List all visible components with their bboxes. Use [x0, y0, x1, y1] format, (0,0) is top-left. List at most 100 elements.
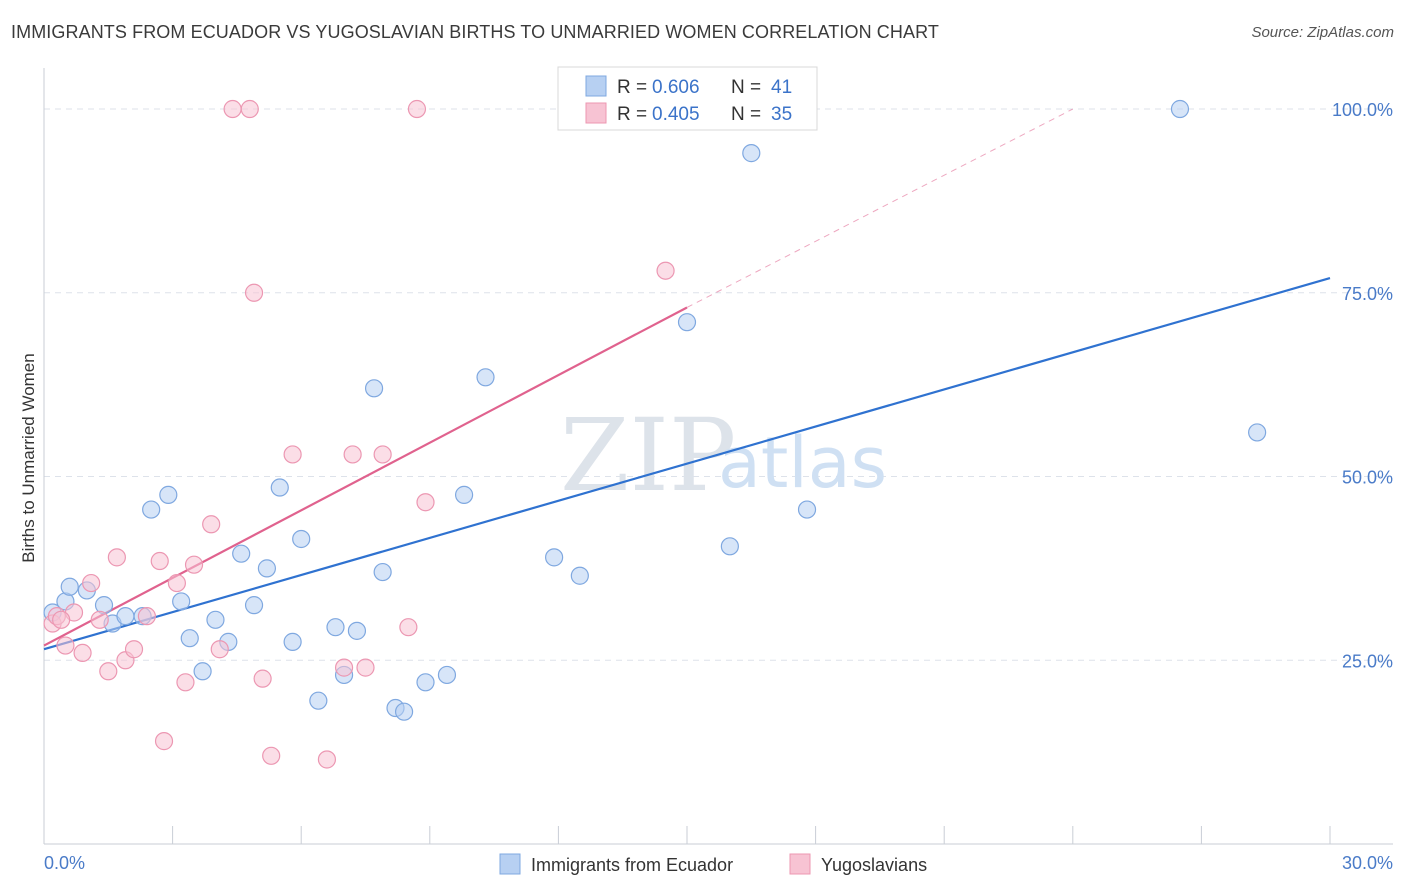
data-points: [43, 99, 1267, 769]
data-point-yugoslavians: [99, 662, 118, 681]
data-point-ecuador: [116, 607, 135, 626]
trend-lines: [43, 108, 1331, 651]
bottom-legend-swatch-ecuador: [499, 853, 521, 875]
source-label: Source: ZipAtlas.com: [1251, 24, 1394, 41]
bottom-legend-label-ecuador: Immigrants from Ecuador: [531, 855, 733, 875]
data-point-ecuador: [454, 485, 474, 504]
data-point-ecuador: [193, 662, 212, 681]
data-point-yugoslavians: [656, 261, 675, 280]
data-point-yugoslavians: [52, 610, 71, 629]
data-point-yugoslavians: [124, 640, 144, 659]
legend-n-value-1: 41: [771, 77, 792, 98]
y-axis-label: Births to Unmarried Women: [19, 353, 38, 562]
data-point-ecuador: [373, 562, 392, 582]
data-point-ecuador: [60, 577, 79, 596]
data-point-yugoslavians: [202, 515, 221, 534]
data-point-yugoslavians: [107, 548, 126, 567]
data-point-yugoslavians: [253, 669, 272, 688]
data-point-ecuador: [1248, 423, 1267, 442]
bottom-legend: Immigrants from Ecuador Yugoslavians: [499, 853, 927, 875]
data-point-ecuador: [309, 691, 328, 710]
legend-n-value-2: 35: [771, 104, 792, 125]
bottom-legend-swatch-yugoslavians: [789, 853, 811, 875]
data-point-ecuador: [283, 632, 302, 651]
watermark: ZIP atlas: [560, 397, 887, 514]
data-point-ecuador: [257, 559, 277, 578]
trend-extension-1: [686, 108, 1074, 308]
legend-r-label-1: R =: [617, 77, 647, 98]
data-point-yugoslavians: [56, 636, 75, 655]
data-point-ecuador: [416, 673, 435, 692]
data-point-ecuador: [159, 485, 178, 504]
data-point-yugoslavians: [240, 99, 259, 119]
x-tick-label-min: 0.0%: [44, 853, 85, 873]
data-point-yugoslavians: [223, 99, 242, 119]
trend-line-0: [43, 277, 1331, 651]
y-tick-label: 100.0%: [1332, 100, 1393, 120]
data-point-ecuador: [206, 610, 225, 629]
legend-n-label-2: N =: [731, 104, 761, 125]
bottom-legend-label-yugoslavians: Yugoslavians: [821, 855, 927, 875]
watermark-zip: ZIP: [560, 397, 736, 514]
data-point-yugoslavians: [373, 445, 392, 464]
grid: [44, 108, 1393, 661]
y-tick-labels: 25.0% 50.0% 75.0% 100.0%: [1332, 100, 1393, 671]
legend-swatch-pink: [585, 102, 607, 124]
data-point-yugoslavians: [176, 673, 195, 692]
data-point-yugoslavians: [407, 99, 427, 119]
legend-r-value-2: 0.405: [652, 104, 700, 125]
data-point-yugoslavians: [399, 618, 418, 637]
data-point-ecuador: [180, 629, 199, 648]
data-point-yugoslavians: [244, 283, 264, 302]
data-point-yugoslavians: [343, 445, 362, 464]
data-point-ecuador: [570, 566, 589, 585]
data-point-ecuador: [347, 621, 367, 640]
legend: R = 0.606 N = 41 R = 0.405 N = 35: [557, 66, 818, 131]
data-point-ecuador: [720, 537, 739, 556]
data-point-ecuador: [677, 313, 697, 332]
data-point-ecuador: [142, 500, 161, 519]
y-tick-label: 75.0%: [1342, 284, 1393, 304]
axes: [43, 68, 1393, 845]
data-point-yugoslavians: [416, 493, 435, 512]
data-point-yugoslavians: [184, 555, 204, 574]
data-point-yugoslavians: [317, 750, 337, 769]
watermark-atlas: atlas: [718, 422, 887, 504]
legend-r-value-1: 0.606: [652, 77, 700, 98]
data-point-ecuador: [364, 379, 384, 398]
data-point-yugoslavians: [210, 640, 229, 659]
legend-r-label-2: R =: [617, 104, 647, 125]
x-tick-label-max: 30.0%: [1342, 853, 1393, 873]
data-point-ecuador: [232, 544, 251, 563]
data-point-ecuador: [172, 592, 191, 611]
data-point-ecuador: [1170, 99, 1190, 119]
data-point-yugoslavians: [167, 573, 186, 593]
data-point-yugoslavians: [262, 746, 281, 765]
data-point-yugoslavians: [73, 643, 92, 663]
data-point-yugoslavians: [137, 607, 156, 626]
data-point-ecuador: [437, 665, 457, 685]
trend-line-1: [43, 306, 688, 647]
data-point-yugoslavians: [154, 732, 174, 751]
data-point-yugoslavians: [356, 658, 375, 677]
y-tick-label: 50.0%: [1342, 468, 1393, 488]
data-point-ecuador: [326, 618, 345, 637]
data-point-ecuador: [270, 478, 289, 497]
data-point-yugoslavians: [90, 610, 109, 629]
data-point-ecuador: [244, 596, 264, 615]
data-point-ecuador: [476, 368, 495, 387]
data-point-yugoslavians: [150, 551, 169, 571]
data-point-yugoslavians: [283, 445, 302, 464]
data-point-ecuador: [292, 529, 311, 549]
data-point-ecuador: [742, 144, 761, 163]
data-point-yugoslavians: [82, 573, 101, 593]
data-point-yugoslavians: [334, 658, 354, 677]
data-point-ecuador: [545, 548, 564, 567]
legend-swatch-blue: [585, 75, 607, 97]
data-point-ecuador: [394, 702, 414, 721]
y-tick-label: 25.0%: [1342, 651, 1393, 671]
chart-title: IMMIGRANTS FROM ECUADOR VS YUGOSLAVIAN B…: [11, 22, 939, 42]
legend-n-label-1: N =: [731, 77, 761, 98]
data-point-ecuador: [797, 500, 817, 519]
